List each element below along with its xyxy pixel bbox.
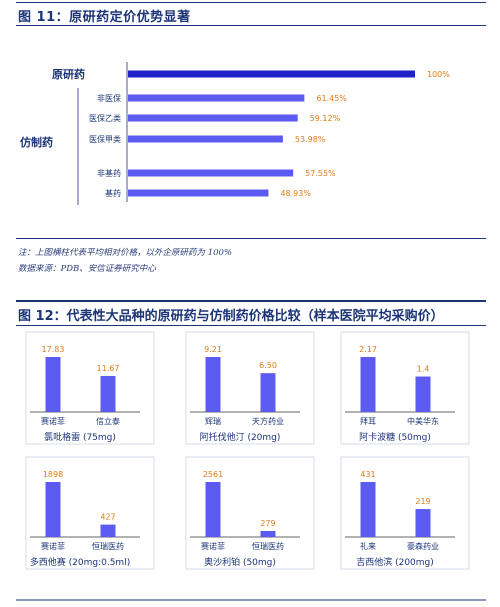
- panel-3-bar-1: [100, 524, 116, 537]
- panel-3-drug-label: 多西他赛 (20mg:0.5ml): [30, 556, 130, 568]
- panel-5-value-0: 431: [360, 470, 375, 479]
- panel-4-drug-label: 奥沙利铂 (50mg): [204, 556, 276, 568]
- bar-4: [128, 169, 294, 177]
- value-label-2: 59.12%: [310, 114, 341, 123]
- panel-5-category-1: 豪森药业: [407, 541, 439, 551]
- category-label-4: 非基药: [97, 168, 121, 178]
- panel-3-value-1: 427: [100, 513, 115, 522]
- panel-4-category-0: 赛诺菲: [201, 541, 225, 551]
- category-label-1: 非医保: [97, 93, 121, 103]
- panel-2-category-1: 中美华东: [407, 416, 439, 426]
- bar-1: [128, 94, 305, 102]
- panel-frame-4: [185, 456, 315, 570]
- group-label-generic: 仿制药: [20, 135, 53, 149]
- value-label-3: 53.98%: [295, 135, 326, 144]
- bar-3: [128, 135, 283, 143]
- panel-frame-3: [25, 456, 155, 570]
- panel-0-category-1: 信立泰: [96, 416, 120, 426]
- panel-2-category-0: 拜耳: [360, 416, 376, 426]
- panel-2-bar-1: [415, 376, 431, 412]
- figure-11-bottom-rule: [16, 238, 486, 239]
- category-label-5: 基药: [105, 188, 121, 198]
- panel-5-category-0: 礼来: [360, 541, 376, 551]
- panel-5-drug-label: 吉西他滨 (200mg): [356, 556, 434, 568]
- figure-12-title-rule: [16, 325, 486, 326]
- panel-1-bar-1: [260, 373, 276, 412]
- panel-1-value-1: 6.50: [259, 361, 277, 370]
- value-label-0: 100%: [427, 70, 450, 79]
- panel-3-bar-0: [45, 482, 61, 537]
- figure-11-title-rule: [16, 25, 486, 26]
- panel-3-category-0: 赛诺菲: [41, 541, 65, 551]
- figure-12-title: 图 12：代表性大品种的原研药与仿制药价格比较（样本医院平均采购价）: [18, 309, 444, 324]
- value-label-5: 48.93%: [280, 189, 311, 198]
- figure-12-top-rule: [16, 300, 486, 302]
- panel-2-value-1: 1.4: [417, 365, 430, 374]
- panel-4-bar-0: [205, 482, 221, 537]
- panel-1-bar-0: [205, 357, 221, 412]
- panel-5-value-1: 219: [415, 497, 430, 506]
- panel-5-bar-1: [415, 509, 431, 537]
- value-label-1: 61.45%: [316, 94, 347, 103]
- panel-frame-2: [340, 331, 470, 445]
- panel-0-category-0: 赛诺菲: [41, 416, 65, 426]
- category-label-2: 医保乙类: [89, 113, 121, 123]
- panel-4-category-1: 恒瑞医药: [252, 541, 284, 551]
- group-label-originator: 原研药: [52, 67, 85, 81]
- panel-0-bar-1: [100, 376, 116, 412]
- panel-0-value-0: 17.83: [42, 345, 65, 354]
- bar-2: [128, 114, 298, 122]
- panel-1-value-0: 9.21: [204, 345, 222, 354]
- category-label-3: 医保甲类: [89, 134, 121, 144]
- panel-4-bar-1: [260, 531, 276, 537]
- panel-2-value-0: 2.17: [359, 345, 377, 354]
- panel-5-bar-0: [360, 482, 376, 537]
- panel-0-drug-label: 氯吡格雷 (75mg): [44, 431, 116, 443]
- bar-5: [128, 189, 269, 197]
- panel-4-value-1: 279: [260, 519, 275, 528]
- figure-11-note: 注：上图横柱代表平均相对价格，以外企原研药为 100%: [18, 248, 233, 258]
- figure-11-top-rule: [16, 2, 486, 3]
- panel-frame-5: [340, 456, 470, 570]
- panel-0-value-1: 11.67: [97, 364, 120, 373]
- figure-11-title: 图 11：原研药定价优势显著: [18, 10, 191, 25]
- panel-1-category-1: 天方药业: [252, 416, 284, 426]
- panel-frame-1: [185, 331, 315, 445]
- bar-0: [128, 70, 415, 78]
- panel-1-category-0: 辉瑞: [205, 416, 221, 426]
- panel-2-bar-0: [360, 357, 376, 412]
- panel-frame-0: [25, 331, 155, 445]
- panel-4-value-0: 2561: [203, 470, 223, 479]
- panel-3-value-0: 1898: [43, 470, 63, 479]
- value-label-4: 57.55%: [305, 169, 336, 178]
- panel-2-drug-label: 阿卡波糖 (50mg): [359, 431, 431, 443]
- panel-0-bar-0: [45, 357, 61, 412]
- panel-1-drug-label: 阿托伐他汀 (20mg): [200, 431, 281, 443]
- figure-11-source: 数据来源：PDB、安信证券研究中心: [18, 264, 156, 274]
- panel-3-category-1: 恒瑞医药: [92, 541, 124, 551]
